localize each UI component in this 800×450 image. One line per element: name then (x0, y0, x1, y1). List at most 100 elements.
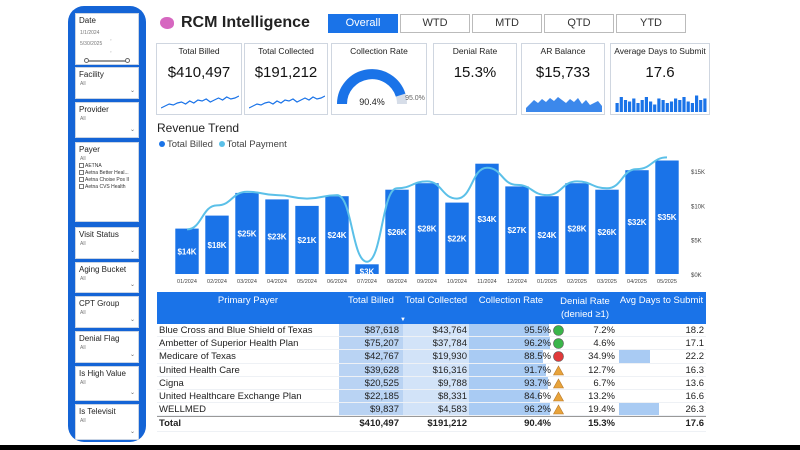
bar-data-label: $28K (417, 225, 436, 234)
trend-bar[interactable] (175, 228, 199, 274)
filter-value[interactable]: All (80, 241, 86, 247)
filter-facility[interactable]: Facility All ⌄ (75, 67, 139, 99)
filter-is-televisit[interactable]: Is Televisit All ⌄ (75, 404, 139, 440)
collected-cell-bg (403, 350, 469, 363)
slider-handle-end[interactable] (125, 58, 130, 63)
trend-bar[interactable] (475, 163, 499, 274)
trend-bar[interactable] (415, 183, 439, 274)
sort-desc-icon[interactable]: ▼ (400, 317, 406, 323)
filter-option[interactable]: Aetna CVS Health (76, 183, 138, 190)
col-total-collected[interactable]: Total Collected (404, 295, 468, 306)
kpi-card-collection-rate[interactable]: Collection Rate 90.4% 95.0% (331, 43, 427, 115)
tab-qtd[interactable]: QTD (544, 14, 614, 33)
kpi-card-total-billed[interactable]: Total Billed $410,497 (156, 43, 242, 115)
tab-ytd[interactable]: YTD (616, 14, 686, 33)
table-row[interactable]: WELLMED $9,837 $4,583 96.2% 19.4% 26.3 (157, 403, 706, 417)
trend-bar[interactable] (325, 196, 349, 274)
col-avg-days[interactable]: Avg Days to Submit (619, 295, 704, 306)
col-denial-rate[interactable]: Denial Rate (denied ≥1) (560, 296, 610, 320)
table-row[interactable]: United Health Care $39,628 $16,316 91.7% 12.… (157, 363, 706, 377)
legend-billed-label[interactable]: Total Billed (167, 139, 213, 150)
chevron-down-icon[interactable]: ⌄ (129, 390, 135, 396)
kpi-card-average-days-to-submit[interactable]: Average Days to Submit 17.6 (610, 43, 710, 115)
filter-title: Denial Flag (79, 334, 120, 343)
payer-name: United Healthcare Exchange Plan (159, 390, 302, 402)
table-row[interactable]: Blue Cross and Blue Shield of Texas $87,6… (157, 324, 706, 338)
date-filter[interactable]: Date 1/1/2024 5/30/2025 ▫ ▫ (75, 13, 139, 65)
revenue-trend-chart[interactable]: $15K $10K $5K $0K $14K 01/2024 $18K 02/2024 $25K… (157, 152, 717, 288)
trend-bar[interactable] (595, 189, 619, 274)
table-row[interactable]: Medicare of Texas $42,767 $19,930 88.5% 34.9… (157, 350, 706, 364)
chevron-down-icon[interactable]: ⌄ (129, 282, 135, 288)
filter-option[interactable]: AETNA (76, 162, 138, 169)
trend-bar[interactable] (295, 205, 319, 274)
checkbox-icon[interactable] (79, 177, 84, 182)
col-primary-payer[interactable]: Primary Payer (217, 295, 279, 306)
checkbox-icon[interactable] (79, 184, 84, 189)
filter-cpt-group[interactable]: CPT Group All ⌄ (75, 296, 139, 328)
kpi-card-denial-rate[interactable]: Denial Rate 15.3% (433, 43, 517, 115)
col-total-billed[interactable]: Total Billed (348, 295, 394, 306)
filter-title: Visit Status (79, 230, 119, 239)
rate-value: 96.2% (524, 338, 551, 350)
calendar-icon[interactable]: ▫ (110, 49, 112, 54)
filter-value[interactable]: All (80, 418, 86, 424)
filter-value[interactable]: All (80, 116, 86, 122)
filter-value[interactable]: All (80, 380, 86, 386)
filter-denial-flag[interactable]: Denial Flag All ⌄ (75, 331, 139, 363)
payment-line[interactable] (186, 156, 668, 263)
kpi-card-total-collected[interactable]: Total Collected $191,212 (244, 43, 328, 115)
billed-cell-bg (339, 350, 403, 363)
trend-bar[interactable] (205, 215, 229, 274)
legend-payment-label[interactable]: Total Payment (226, 139, 287, 150)
calendar-icon[interactable]: ▫ (110, 37, 112, 42)
chevron-down-icon[interactable]: ⌄ (129, 248, 135, 254)
chevron-down-icon[interactable]: ⌄ (129, 429, 135, 435)
date-end[interactable]: 5/30/2025 (80, 41, 103, 47)
status-circle-icon (553, 325, 564, 336)
filter-value[interactable]: All (80, 276, 86, 282)
trend-bar[interactable] (445, 202, 469, 274)
filter-value[interactable]: All (80, 345, 86, 351)
chevron-down-icon[interactable]: ⌄ (129, 352, 135, 358)
table-row[interactable]: Ambetter of Superior Health Plan $75,207 $… (157, 337, 706, 351)
checkbox-icon[interactable] (79, 170, 84, 175)
trend-bar[interactable] (535, 196, 559, 274)
table-row[interactable]: United Healthcare Exchange Plan $22,185 $8… (157, 389, 706, 404)
trend-bar[interactable] (625, 170, 649, 274)
trend-bar[interactable] (235, 192, 259, 274)
tab-mtd[interactable]: MTD (472, 14, 542, 33)
trend-bar[interactable] (385, 189, 409, 274)
checkbox-icon[interactable] (79, 163, 84, 168)
legend-billed-swatch (159, 141, 165, 147)
kpi-card-ar-balance[interactable]: AR Balance $15,733 (521, 43, 605, 115)
trend-bar[interactable] (655, 160, 679, 275)
filter-payer[interactable]: Payer All AETNA Aetna Better Heal... Aetna C… (75, 142, 139, 222)
tab-overall[interactable]: Overall (328, 14, 398, 33)
filter-option[interactable]: Aetna Choise Pos II (76, 176, 138, 183)
col-collection-rate[interactable]: Collection Rate (478, 295, 544, 306)
filter-is-high-value[interactable]: Is High Value All ⌄ (75, 366, 139, 401)
table-row[interactable]: Cigna $20,525 $9,788 93.7% 6.7% 13.6 (157, 376, 706, 390)
tab-wtd[interactable]: WTD (400, 14, 470, 33)
date-range-slider[interactable] (86, 60, 128, 62)
trend-bar[interactable] (265, 199, 289, 274)
filter-value[interactable]: All (80, 310, 86, 316)
date-start[interactable]: 1/1/2024 (80, 30, 100, 36)
filter-visit-status[interactable]: Visit Status All ⌄ (75, 227, 139, 259)
filter-provider[interactable]: Provider All ⌄ (75, 102, 139, 138)
filter-aging-bucket[interactable]: Aging Bucket All ⌄ (75, 262, 139, 293)
filter-value[interactable]: All (80, 156, 86, 162)
trend-bar[interactable] (355, 264, 379, 274)
chevron-down-icon[interactable]: ⌄ (129, 127, 135, 133)
filter-option-label: Aetna CVS Health (85, 184, 126, 190)
filter-option[interactable]: Aetna Better Heal... (76, 169, 138, 176)
chevron-down-icon[interactable]: ⌄ (129, 317, 135, 323)
slider-handle-start[interactable] (84, 58, 89, 63)
chevron-down-icon[interactable]: ⌄ (129, 88, 135, 94)
trend-bar[interactable] (505, 186, 529, 274)
trend-bar[interactable] (565, 183, 589, 274)
x-tick-label: 06/2024 (327, 279, 347, 285)
filter-value[interactable]: All (80, 81, 86, 87)
